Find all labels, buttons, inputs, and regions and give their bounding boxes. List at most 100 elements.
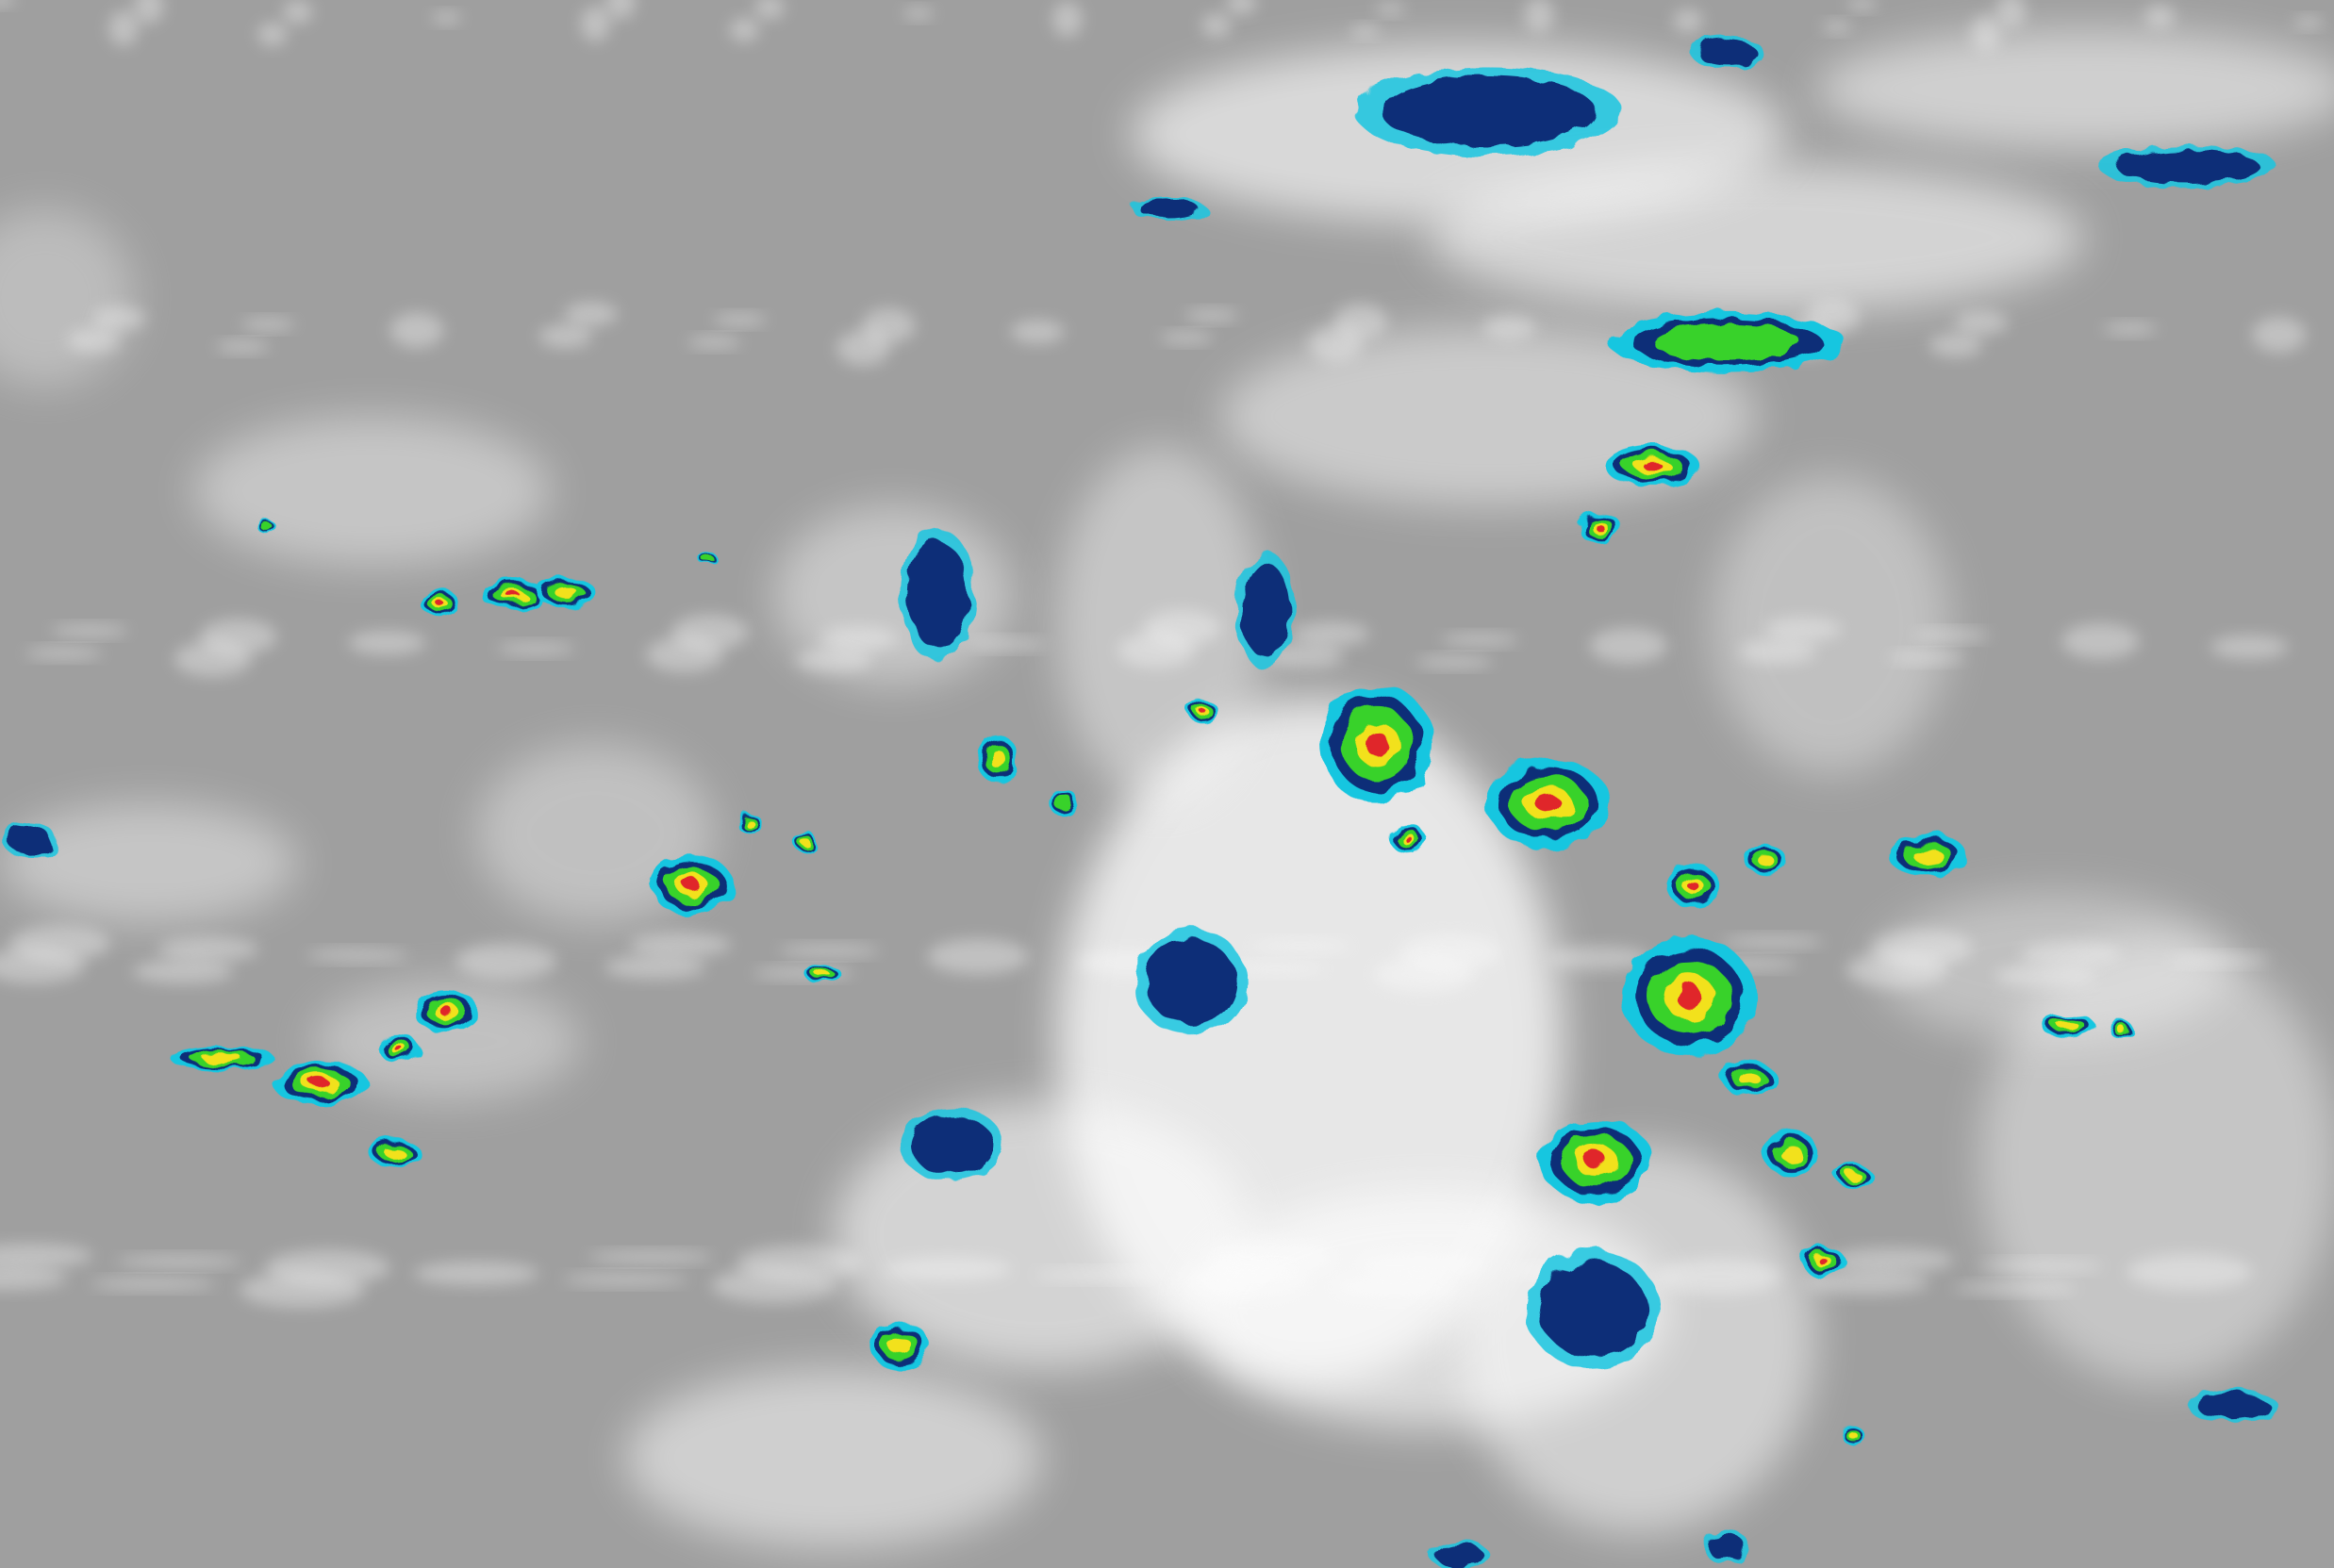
cloud-wisp [348, 630, 426, 655]
storm-cell [1607, 312, 1846, 372]
cloud-wisp [1051, 1, 1083, 38]
cloud-wisp [1804, 1270, 1929, 1295]
storm-cell [900, 528, 975, 663]
storm-cell-ring [2116, 1026, 2127, 1033]
storm-cell-ring [989, 750, 1005, 768]
cloud-wisp [1332, 1275, 1458, 1299]
storm-cell-ring [506, 591, 521, 599]
cloud-wisp [2293, 16, 2324, 28]
cloud-wisp [968, 637, 1047, 651]
storm-cell [3, 822, 57, 859]
cloud-wisp [1440, 634, 1519, 646]
storm-cell [1704, 1528, 1749, 1565]
cloud-wisp [1159, 331, 1214, 344]
cloud-wisp [215, 340, 270, 353]
cloud-wisp [713, 313, 767, 326]
storm-cell [369, 1138, 421, 1168]
cloud-wisp [1887, 652, 1965, 664]
cloud-wisp [497, 642, 575, 655]
storm-cell-ring [385, 1147, 405, 1159]
storm-cell-ring [310, 1078, 330, 1088]
storm-cell [1235, 550, 1296, 670]
cloud-wisp [1954, 310, 2009, 336]
storm-cell-ring [8, 826, 52, 855]
storm-cell-ring [1402, 834, 1411, 841]
cloud-wisp [455, 943, 557, 980]
cloud-wisp [1200, 13, 1232, 38]
cloud-wisp [927, 938, 1029, 975]
cloud-wisp [2127, 1254, 2253, 1290]
storm-cell-ring [816, 970, 831, 979]
storm-cell-ring [1539, 1261, 1647, 1357]
cloud-wisp [1928, 333, 1983, 357]
storm-cell [1835, 1163, 1872, 1188]
storm-cell [1049, 789, 1080, 817]
storm-cell-ring [1145, 938, 1236, 1025]
cloud-wisp [0, 1244, 92, 1268]
storm-cell-ring [701, 553, 713, 563]
cloud-wisp [1035, 1268, 1160, 1281]
cloud-wisp [240, 1272, 365, 1308]
cloud-wisp [282, 0, 313, 25]
cloud-wisp [1357, 1252, 1483, 1277]
cloud-wisp [778, 944, 880, 957]
cloud-wisp [687, 336, 742, 349]
storm-cell-ring [1241, 562, 1289, 658]
storm-cell-ring [1738, 1071, 1760, 1086]
cloud-wisp [157, 937, 259, 962]
storm-cell-ring [262, 523, 273, 534]
cloud-wisp [108, 10, 139, 46]
cloud-wisp [413, 1261, 539, 1286]
cloud-wisp [1589, 627, 1667, 664]
cloud-wisp [538, 323, 593, 349]
cloud-wisp [134, 0, 164, 25]
storm-cell-ring [435, 600, 443, 605]
storm-cell [1539, 1118, 1653, 1202]
storm-cell-ring [1652, 323, 1801, 361]
storm-cell [1485, 758, 1611, 849]
cloud-wisp [646, 636, 724, 673]
cloud-wisp [2019, 941, 2122, 966]
storm-cell-ring [1200, 708, 1206, 714]
cloud-wisp [132, 959, 234, 983]
storm-cell [1841, 1427, 1865, 1445]
cloud [624, 1368, 1042, 1547]
storm-cell [2098, 145, 2278, 188]
storm-cell-ring [439, 1007, 454, 1016]
cloud-wisp [1226, 0, 1257, 15]
cloud-wisp [754, 0, 785, 20]
cloud-wisp [50, 624, 128, 637]
cloud-wisp [0, 0, 15, 7]
storm-cell-ring [1366, 732, 1389, 756]
cloud-wisp [1655, 1258, 1780, 1295]
cloud-wisp [580, 6, 611, 42]
cloud [0, 803, 298, 923]
storm-cell-ring [1138, 198, 1199, 218]
cloud-wisp [257, 22, 288, 46]
cloud [312, 982, 581, 1101]
storm-cell-ring [203, 1054, 243, 1065]
cloud-wisp [1225, 962, 1327, 975]
cloud-wisp [1548, 946, 1649, 970]
storm-cell [2042, 1015, 2096, 1039]
storm-cell-ring [799, 836, 809, 845]
cloud-wisp [1846, 0, 1878, 11]
cloud-wisp [1995, 964, 2096, 988]
storm-cell [1131, 196, 1206, 221]
cloud-wisp [794, 648, 872, 673]
storm-cell [1665, 864, 1720, 906]
storm-cell-ring [1596, 524, 1605, 532]
storm-cell-ring [888, 1337, 912, 1356]
cloud-wisp [1738, 639, 1816, 664]
cloud-wisp [711, 1267, 837, 1304]
storm-cell [870, 1322, 931, 1371]
cloud-wisp [0, 1265, 68, 1290]
cloud-wisp [819, 626, 898, 651]
storm-cell [1578, 513, 1623, 543]
storm-cell-ring [1846, 1170, 1861, 1180]
cloud-wisp [836, 330, 890, 367]
cloud [193, 416, 552, 566]
cloud-wisp [1912, 629, 1991, 642]
storm-cell [976, 734, 1018, 783]
storm-cell-ring [394, 1046, 404, 1052]
